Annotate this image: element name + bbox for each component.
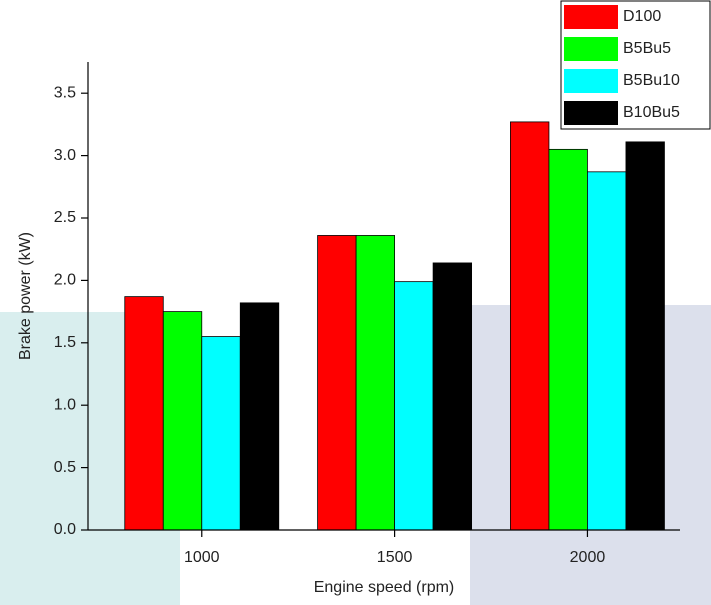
- legend-swatch: [564, 37, 618, 61]
- legend-label: B5Bu10: [623, 72, 680, 89]
- bar: [356, 235, 395, 530]
- bar: [202, 337, 241, 530]
- chart: Engine speed (rpm) Brake power (kW) 0.0 0…: [0, 0, 711, 605]
- legend-label: D100: [623, 8, 661, 25]
- y-tick-label: 2.0: [54, 272, 76, 289]
- legend-swatch: [564, 69, 618, 93]
- legend-swatch: [564, 5, 618, 29]
- y-tick-label: 3.5: [54, 84, 76, 101]
- x-tick-label: 1500: [377, 549, 413, 566]
- y-axis-label: Brake power (kW): [17, 232, 34, 360]
- legend-swatch: [564, 101, 618, 125]
- y-tick-label: 3.0: [54, 147, 76, 164]
- x-tick-label: 2000: [570, 549, 606, 566]
- bar: [587, 172, 626, 530]
- bar: [318, 235, 357, 530]
- bar: [433, 263, 472, 530]
- bar: [549, 149, 588, 530]
- legend-label: B5Bu5: [623, 40, 671, 57]
- bar: [163, 312, 202, 530]
- bar: [125, 297, 164, 530]
- bar: [626, 142, 665, 530]
- y-tick-label: 0.5: [54, 459, 76, 476]
- y-tick-label: 0.0: [54, 521, 76, 538]
- y-tick-label: 1.0: [54, 396, 76, 413]
- y-tick-label: 2.5: [54, 209, 76, 226]
- bar: [240, 303, 278, 530]
- bar: [395, 282, 434, 530]
- x-axis-label: Engine speed (rpm): [314, 579, 455, 596]
- y-tick-label: 1.5: [54, 334, 76, 351]
- legend-label: B10Bu5: [623, 104, 680, 121]
- x-tick-label: 1000: [184, 549, 220, 566]
- bar: [510, 122, 548, 530]
